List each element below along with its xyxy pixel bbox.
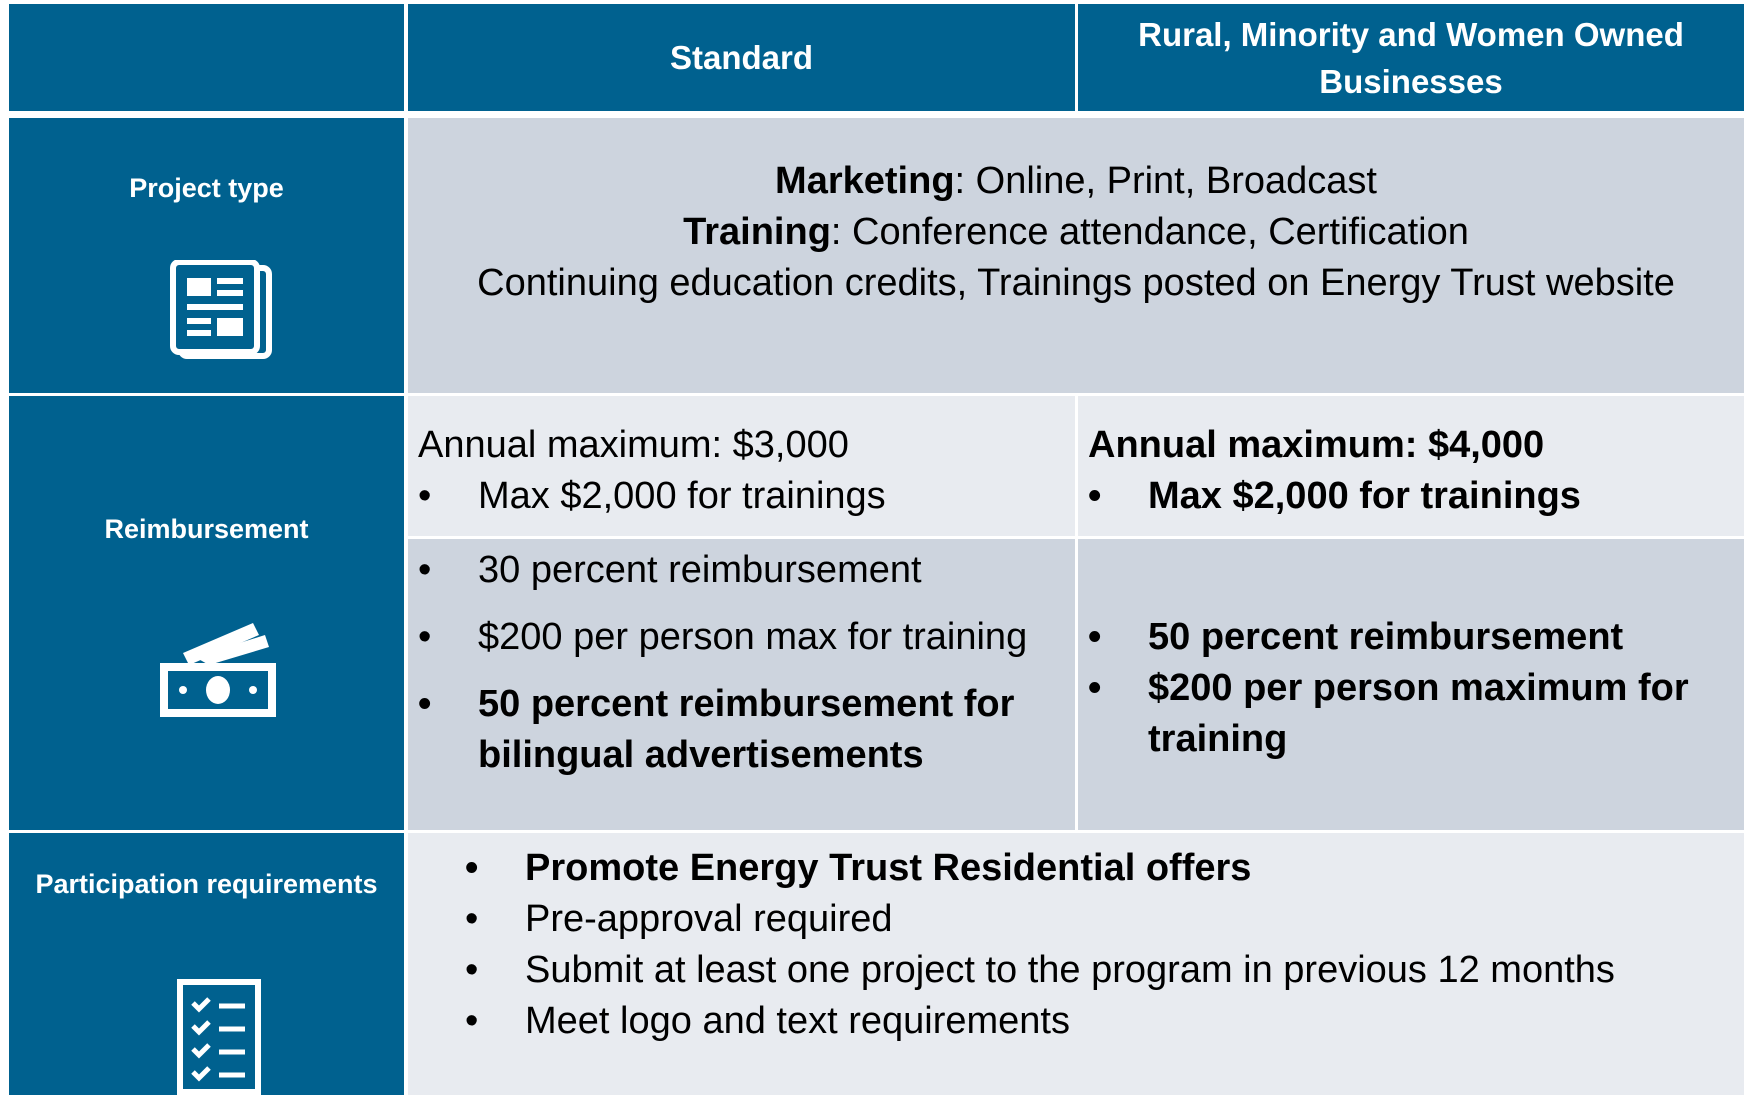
bullet: 50 percent reimbursement for bilingual a… <box>418 679 1065 781</box>
header-blank <box>9 4 404 111</box>
bullet: $200 per person max for training <box>418 612 1065 663</box>
standard-rates-cell: 30 percent reimbursement $200 per person… <box>408 539 1075 830</box>
bullet: Max $2,000 for trainings <box>1088 471 1734 522</box>
text: : Online, Print, Broadcast <box>954 160 1377 202</box>
checklist-icon <box>177 979 261 1095</box>
row-label: Participation requirements <box>35 869 378 899</box>
row-label: Project type <box>129 173 284 203</box>
header-text: Rural, Minority and Women Owned Business… <box>1138 15 1684 100</box>
rural-max-cell: Annual maximum: $4,000 Max $2,000 for tr… <box>1078 396 1744 536</box>
header-text: Standard <box>669 39 814 76</box>
bullet: Promote Energy Trust Residential offers <box>465 843 1684 894</box>
row-label: Reimbursement <box>104 514 309 544</box>
bullet: Meet logo and text requirements <box>465 996 1684 1047</box>
bullet: Pre-approval required <box>465 894 1684 945</box>
bullet: Submit at least one project to the progr… <box>465 945 1684 996</box>
participation-cell: Promote Energy Trust Residential offers … <box>408 833 1744 1095</box>
row-label-cell: Participation requirements <box>9 833 404 1095</box>
heading: Annual maximum: $4,000 <box>1088 424 1545 466</box>
text-line: Marketing: Online, Print, Broadcast <box>448 156 1704 207</box>
bold-text: Training <box>683 211 831 253</box>
row-label-cell: Project type <box>9 118 404 393</box>
text-line: Training: Conference attendance, Certifi… <box>448 207 1704 258</box>
newspaper-icon <box>170 260 272 359</box>
bullet: 30 percent reimbursement <box>418 545 1065 596</box>
bullet: $200 per person maximum for training <box>1088 663 1734 765</box>
row-label-cell: Reimbursement <box>9 396 404 830</box>
project-type-cell: Marketing: Online, Print, Broadcast Trai… <box>408 118 1744 393</box>
bullet: 50 percent reimbursement <box>1088 612 1734 663</box>
bold-text: Marketing <box>775 160 955 202</box>
text: Continuing education credits, Trainings … <box>477 262 1675 304</box>
standard-max-cell: Annual maximum: $3,000 Max $2,000 for tr… <box>408 396 1075 536</box>
money-icon <box>160 623 276 717</box>
heading: Annual maximum: $3,000 <box>418 424 849 466</box>
bullet: Max $2,000 for trainings <box>418 471 1065 522</box>
header-cell: Rural, Minority and Women Owned Business… <box>1078 4 1744 111</box>
rural-rates-cell: 50 percent reimbursement $200 per person… <box>1078 539 1744 830</box>
text-line: Continuing education credits, Trainings … <box>448 258 1704 309</box>
header-cell: Standard <box>408 4 1075 111</box>
text: : Conference attendance, Certification <box>830 211 1469 253</box>
